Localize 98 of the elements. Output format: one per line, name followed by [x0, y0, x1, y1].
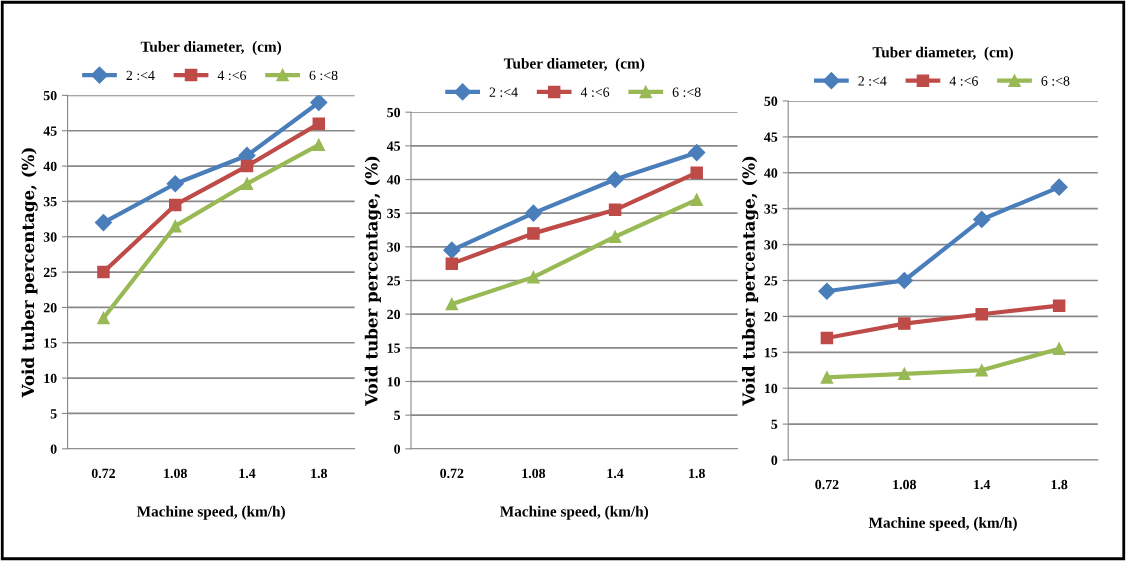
y-tick-label: 10 [765, 383, 778, 394]
point [1050, 178, 1068, 196]
point [818, 282, 836, 300]
x-tick-label: 0.72 [815, 479, 839, 490]
point [898, 317, 911, 330]
y-tick-label: 45 [43, 126, 57, 136]
point [312, 138, 326, 152]
point [895, 271, 913, 290]
y-tick-label: 15 [765, 347, 778, 358]
x-tick-label: 0.72 [440, 468, 464, 479]
y-axis-title: Void tuber percentage, (%) [741, 156, 759, 407]
point [240, 177, 254, 190]
x-tick-label: 1.8 [689, 468, 705, 479]
x-axis-title: Machine speed, (km/h) [868, 517, 1017, 531]
y-tick-label: 20 [43, 303, 57, 313]
y-tick-label: 40 [43, 161, 57, 172]
y-tick-label: 20 [764, 311, 778, 322]
x-tick-label: 1.4 [974, 479, 991, 490]
point [310, 95, 328, 111]
point [820, 371, 834, 384]
point [973, 210, 991, 229]
point [97, 265, 110, 279]
point [94, 214, 113, 232]
y-tick-label: 50 [764, 96, 778, 106]
y-axis-title: Void tuber percentage, (%) [21, 148, 38, 398]
y-tick-label: 5 [771, 419, 778, 430]
x-tick-label: 1.8 [1051, 479, 1068, 490]
x-tick-label: 1.4 [607, 468, 624, 479]
point [975, 364, 988, 377]
y-tick-label: 0 [771, 455, 778, 465]
legend-label: 6 :<8 [1041, 76, 1070, 86]
legend-label: 6 :<8 [309, 70, 338, 81]
y-tick-label: 30 [764, 240, 778, 250]
y-tick-label: 10 [387, 377, 401, 387]
y-tick-label: 5 [50, 409, 57, 419]
legend-label: 4 :<6 [217, 70, 247, 81]
y-tick-label: 5 [394, 410, 401, 421]
point [608, 230, 622, 243]
point [606, 170, 624, 189]
x-tick-label: 1.08 [522, 468, 546, 479]
point [97, 311, 110, 325]
y-tick-label: 15 [44, 338, 57, 348]
legend-label: 2 :<4 [489, 87, 518, 97]
point [688, 144, 706, 162]
y-tick-label: 15 [387, 343, 401, 353]
point [820, 331, 834, 345]
point [166, 175, 184, 193]
y-tick-label: 35 [43, 197, 57, 207]
x-axis-title: Machine speed, (km/h) [136, 505, 285, 520]
x-axis-title: Machine speed, (km/h) [500, 505, 649, 520]
legend-label: 4 :<6 [949, 76, 978, 86]
point [168, 198, 182, 212]
point [898, 367, 911, 381]
point [168, 219, 182, 233]
x-tick-label: 1.8 [311, 468, 328, 479]
y-tick-label: 25 [43, 267, 57, 278]
y-tick-label: 25 [387, 276, 401, 286]
legend-label: 2 :<4 [126, 70, 155, 81]
point [527, 270, 540, 284]
point [1052, 299, 1066, 312]
legend-label: 2 :<4 [858, 76, 887, 86]
point [312, 117, 326, 130]
x-tick-label: 1.4 [239, 468, 256, 479]
y-tick-label: 35 [387, 208, 401, 219]
point [527, 227, 540, 240]
y-tick-label: 45 [386, 141, 401, 151]
point [690, 166, 703, 180]
point [524, 204, 542, 222]
y-tick-label: 30 [43, 232, 57, 242]
y-tick-label: 30 [387, 242, 401, 252]
point [975, 307, 988, 321]
legend-label: 4 :<6 [580, 87, 610, 97]
y-axis-title: Void tuber percentage, (%) [364, 156, 382, 407]
legend-title: Tuber diameter, (cm) [503, 57, 645, 72]
point [608, 203, 622, 217]
y-tick-label: 25 [764, 276, 778, 286]
x-tick-label: 1.08 [893, 479, 917, 490]
x-tick-label: 1.08 [164, 468, 187, 479]
y-tick-label: 40 [764, 168, 778, 178]
y-tick-label: 40 [386, 175, 401, 185]
point [445, 257, 459, 270]
y-tick-label: 50 [43, 90, 57, 101]
legend-title: Tuber diameter, (cm) [872, 46, 1013, 61]
y-tick-label: 10 [44, 373, 57, 384]
y-tick-label: 35 [764, 204, 778, 214]
point [1052, 342, 1066, 355]
y-tick-label: 0 [50, 444, 57, 454]
x-tick-label: 0.72 [91, 468, 116, 479]
legend-label: 6 :<8 [672, 87, 701, 97]
point [445, 297, 459, 311]
y-tick-label: 0 [394, 444, 401, 454]
point [690, 193, 703, 206]
y-tick-label: 45 [764, 132, 778, 142]
y-tick-label: 20 [387, 309, 401, 320]
legend-title: Tuber diameter, (cm) [140, 41, 282, 55]
point [443, 241, 461, 259]
y-tick-label: 50 [387, 107, 401, 118]
point [240, 159, 254, 173]
